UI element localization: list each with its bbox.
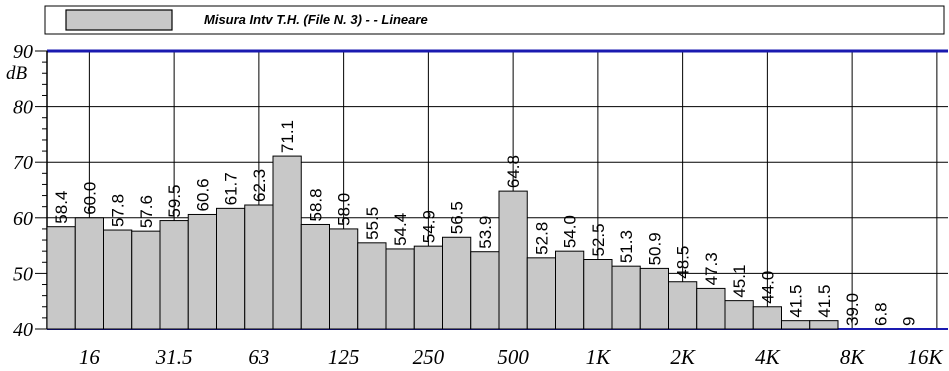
bar xyxy=(498,190,528,330)
bar xyxy=(74,217,104,330)
legend-swatch xyxy=(65,9,173,31)
bar xyxy=(470,251,500,330)
bar xyxy=(357,242,387,330)
x-tick-label: 1K xyxy=(586,345,612,369)
legend-box xyxy=(44,5,945,35)
bar-value-label: 61.7 xyxy=(222,172,241,205)
bar-value-label: 6.8 xyxy=(871,302,890,326)
bar-value-label: 60.0 xyxy=(80,182,99,215)
y-tick-label: 40 xyxy=(13,319,33,341)
y-tick-label: 80 xyxy=(13,97,33,119)
bar-value-label: 57.8 xyxy=(109,194,128,227)
bar xyxy=(583,259,613,330)
bar-value-label: 52.8 xyxy=(532,222,551,255)
bar-value-label: 59.5 xyxy=(165,184,184,217)
bar-value-label: 64.8 xyxy=(504,155,523,188)
bar xyxy=(131,230,161,330)
x-tick-label: 8K xyxy=(840,345,866,369)
bar xyxy=(611,265,641,330)
bar xyxy=(329,228,359,330)
bar-value-label: 71.1 xyxy=(278,120,297,153)
bar-value-label: 41.5 xyxy=(787,285,806,318)
x-tick-label: 4K xyxy=(755,345,781,369)
bar xyxy=(300,223,330,330)
x-tick-label: 500 xyxy=(497,345,529,369)
x-tick-label: 63 xyxy=(248,345,269,369)
bar-value-label: 55.5 xyxy=(363,207,382,240)
bar xyxy=(413,245,443,330)
y-tick-label: 50 xyxy=(13,263,33,285)
bar-value-label: 9 xyxy=(900,317,919,326)
bar-value-label: 54.9 xyxy=(419,210,438,243)
bar-value-label: 52.5 xyxy=(589,223,608,256)
bar xyxy=(187,213,217,330)
bar xyxy=(442,236,472,330)
bar xyxy=(103,229,133,330)
bar-value-label: 48.5 xyxy=(674,246,693,279)
x-tick-label: 250 xyxy=(413,345,445,369)
bar xyxy=(781,320,811,330)
bar-value-label: 53.9 xyxy=(476,216,495,249)
bar-value-label: 58.8 xyxy=(306,188,325,221)
bar xyxy=(216,207,246,330)
bar xyxy=(385,248,415,330)
x-tick-label: 16 xyxy=(79,345,101,369)
bar-value-label: 58.4 xyxy=(52,191,71,224)
bar xyxy=(159,220,189,330)
bar-value-label: 58.0 xyxy=(335,193,354,226)
x-tick-label: 125 xyxy=(328,345,360,369)
x-tick-label: 16K xyxy=(907,345,943,369)
bar-value-label: 41.5 xyxy=(815,285,834,318)
bar-value-label: 51.3 xyxy=(617,230,636,263)
bar xyxy=(244,204,274,330)
bar xyxy=(639,267,669,330)
bar xyxy=(752,306,782,330)
bar-value-label: 44.0 xyxy=(758,271,777,304)
bar-value-label: 54.4 xyxy=(391,213,410,246)
bar-value-label: 57.6 xyxy=(137,195,156,228)
bar xyxy=(272,155,302,330)
bar-value-label: 56.5 xyxy=(448,201,467,234)
bar xyxy=(696,287,726,330)
bar-value-label: 50.9 xyxy=(645,232,664,265)
y-tick-label: 70 xyxy=(13,152,33,174)
bar-value-label: 39.0 xyxy=(843,293,862,326)
x-tick-label: 2K xyxy=(670,345,696,369)
y-axis-label: dB xyxy=(6,63,28,84)
bar-value-label: 45.1 xyxy=(730,265,749,298)
plot-area: 40 50 60 70 80 90 58.4 60.0 57.8 57.6 59.5 60.6 61.7… xyxy=(13,41,948,369)
bar xyxy=(724,300,754,330)
bar xyxy=(555,250,585,330)
bar-value-label: 47.3 xyxy=(702,252,721,285)
legend-label: Misura Intv T.H. (File N. 3) - - Lineare xyxy=(204,12,428,27)
bar-value-label: 62.3 xyxy=(250,169,269,202)
bar xyxy=(668,281,698,330)
x-tick-label: 31.5 xyxy=(155,345,193,369)
bar xyxy=(809,320,839,330)
y-tick-label: 60 xyxy=(13,208,33,230)
bar xyxy=(46,226,76,330)
bar-value-label: 54.0 xyxy=(561,215,580,248)
bar-value-label: 60.6 xyxy=(193,178,212,211)
y-tick-label: 90 xyxy=(13,41,33,63)
bar xyxy=(526,257,556,330)
